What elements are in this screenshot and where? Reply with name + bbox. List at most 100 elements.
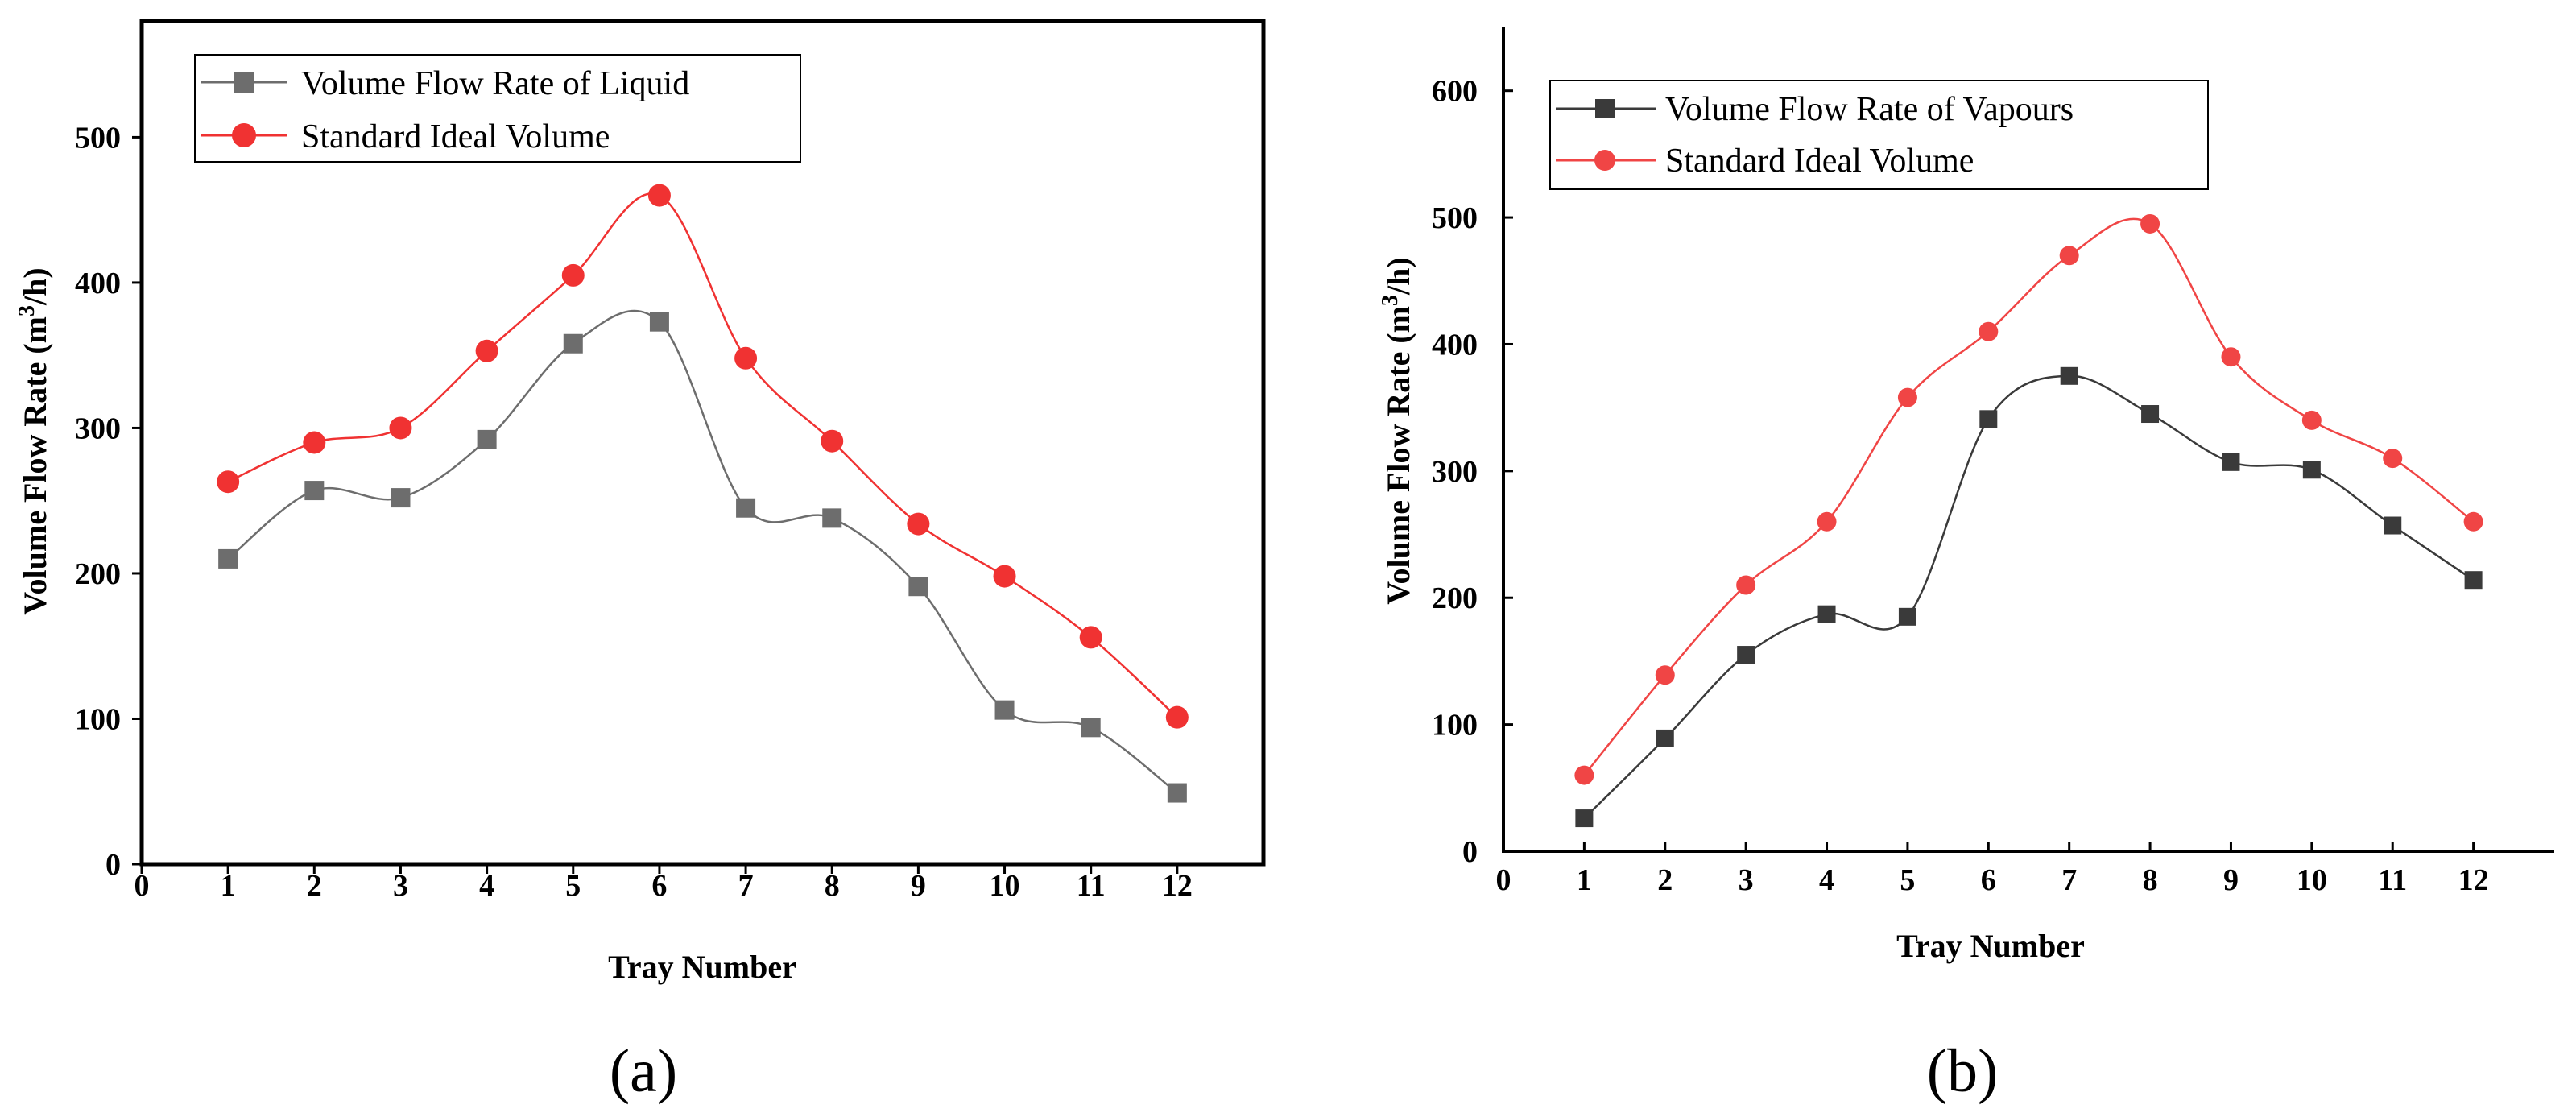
data-point-0 — [2384, 516, 2402, 535]
data-point-0 — [1656, 729, 1674, 747]
y-axis-title-b: Volume Flow Rate (m3/h) — [1378, 257, 1417, 604]
x-tick-label: 4 — [479, 869, 494, 903]
data-point-1 — [1897, 387, 1917, 407]
y-tick-label: 200 — [75, 557, 121, 591]
data-point-0 — [2060, 366, 2078, 385]
plot-frame-a — [139, 19, 1266, 867]
y-tick-label: 400 — [1432, 328, 1478, 362]
data-point-0 — [218, 548, 238, 569]
data-point-1 — [2059, 246, 2079, 266]
data-point-0 — [1979, 410, 1998, 428]
x-tick-label: 3 — [393, 869, 408, 903]
x-tick-label: 10 — [990, 869, 1020, 903]
data-point-0 — [477, 429, 497, 449]
data-point-1 — [647, 184, 671, 207]
data-point-1 — [1817, 511, 1837, 532]
legend-box-b — [1549, 80, 2209, 190]
x-tick-label: 0 — [134, 869, 150, 903]
data-point-0 — [1081, 718, 1101, 738]
data-point-0 — [391, 488, 411, 508]
panel-label-b: (b) — [1927, 1037, 1999, 1105]
x-axis-b: 0 1 2 3 4 5 6 7 8 9 10 11 12 — [1496, 842, 2489, 897]
data-point-0 — [1898, 607, 1916, 626]
data-point-1 — [303, 431, 326, 454]
legend-b: Volume Flow Rate of Vapours Standard Ide… — [1549, 80, 2209, 190]
data-point-1 — [1079, 626, 1102, 649]
y-tick-label: 600 — [1432, 75, 1478, 109]
series-line-0 — [1583, 374, 2475, 819]
y-tick-label: 100 — [75, 702, 121, 736]
legend-label-a-liquid: Volume Flow Rate of Liquid — [301, 65, 689, 102]
data-point-1 — [1574, 765, 1594, 785]
data-point-1 — [734, 346, 758, 370]
legend-label-a-ideal: Standard Ideal Volume — [301, 118, 610, 155]
data-point-0 — [908, 577, 928, 597]
data-point-1 — [561, 263, 585, 287]
x-tick-label: 6 — [1981, 863, 1996, 897]
data-point-0 — [1167, 783, 1187, 803]
data-point-1 — [2383, 449, 2403, 469]
legend-a: Volume Flow Rate of Liquid Standard Idea… — [194, 54, 801, 163]
data-point-0 — [1575, 809, 1594, 828]
x-tick-label: 10 — [2297, 863, 2327, 897]
data-point-1 — [2140, 213, 2160, 234]
x-tick-label: 1 — [221, 869, 236, 903]
x-tick-label: 0 — [1496, 863, 1511, 897]
x-axis-title-a: Tray Number — [608, 949, 796, 985]
x-tick-label: 3 — [1739, 863, 1754, 897]
data-point-0 — [649, 312, 669, 332]
x-tick-label: 8 — [825, 869, 840, 903]
data-point-1 — [2221, 347, 2241, 367]
data-point-1 — [389, 416, 412, 440]
x-tick-label: 1 — [1577, 863, 1592, 897]
data-point-1 — [1979, 321, 1999, 341]
y-axis-b: 0 100 200 300 400 500 600 — [1432, 75, 1513, 869]
series-group-a — [217, 184, 1189, 803]
y-tick-label: 100 — [1432, 709, 1478, 743]
y-tick-label: 400 — [75, 267, 121, 300]
data-point-0 — [736, 498, 756, 518]
data-point-0 — [1737, 646, 1755, 664]
series-group-b — [1574, 213, 2483, 828]
x-tick-label: 2 — [307, 869, 322, 903]
x-axis-a: 0 1 2 3 4 5 6 7 8 9 10 11 12 — [134, 864, 1193, 903]
series-line-1 — [1583, 217, 2475, 776]
legend-marker-b-ideal — [1594, 150, 1615, 171]
x-tick-label: 6 — [651, 869, 667, 903]
data-point-0 — [2141, 405, 2160, 424]
x-tick-label: 9 — [2223, 863, 2239, 897]
series-line-1 — [227, 192, 1178, 718]
y-tick-label: 300 — [1432, 455, 1478, 489]
y-tick-label: 500 — [1432, 201, 1478, 235]
y-axis-a: 0 100 200 300 400 500 — [75, 121, 142, 882]
x-tick-label: 11 — [2378, 863, 2407, 897]
legend-marker-a-ideal — [232, 123, 256, 147]
data-point-0 — [1817, 605, 1836, 623]
data-point-1 — [1655, 665, 1675, 685]
x-tick-label: 11 — [1077, 869, 1106, 903]
legend-marker-b-vapours — [1595, 99, 1615, 118]
legend-label-b-ideal: Standard Ideal Volume — [1665, 143, 1974, 180]
y-tick-label: 300 — [75, 412, 121, 445]
y-tick-label: 500 — [75, 121, 121, 155]
x-tick-label: 2 — [1657, 863, 1673, 897]
data-point-1 — [475, 339, 498, 362]
x-tick-label: 7 — [2061, 863, 2077, 897]
data-point-0 — [2222, 453, 2240, 471]
data-point-0 — [2464, 571, 2483, 590]
y-tick-label: 200 — [1432, 581, 1478, 615]
data-point-1 — [993, 565, 1016, 588]
legend-box-a — [194, 54, 801, 163]
data-point-1 — [821, 429, 844, 453]
x-tick-label: 5 — [565, 869, 581, 903]
x-tick-label: 12 — [2458, 863, 2489, 897]
data-point-0 — [994, 700, 1015, 720]
data-point-1 — [907, 512, 930, 536]
y-tick-label: 0 — [105, 848, 121, 882]
x-tick-label: 5 — [1900, 863, 1915, 897]
x-axis-title-b: Tray Number — [1896, 928, 2085, 964]
panel-label-a: (a) — [610, 1037, 677, 1105]
